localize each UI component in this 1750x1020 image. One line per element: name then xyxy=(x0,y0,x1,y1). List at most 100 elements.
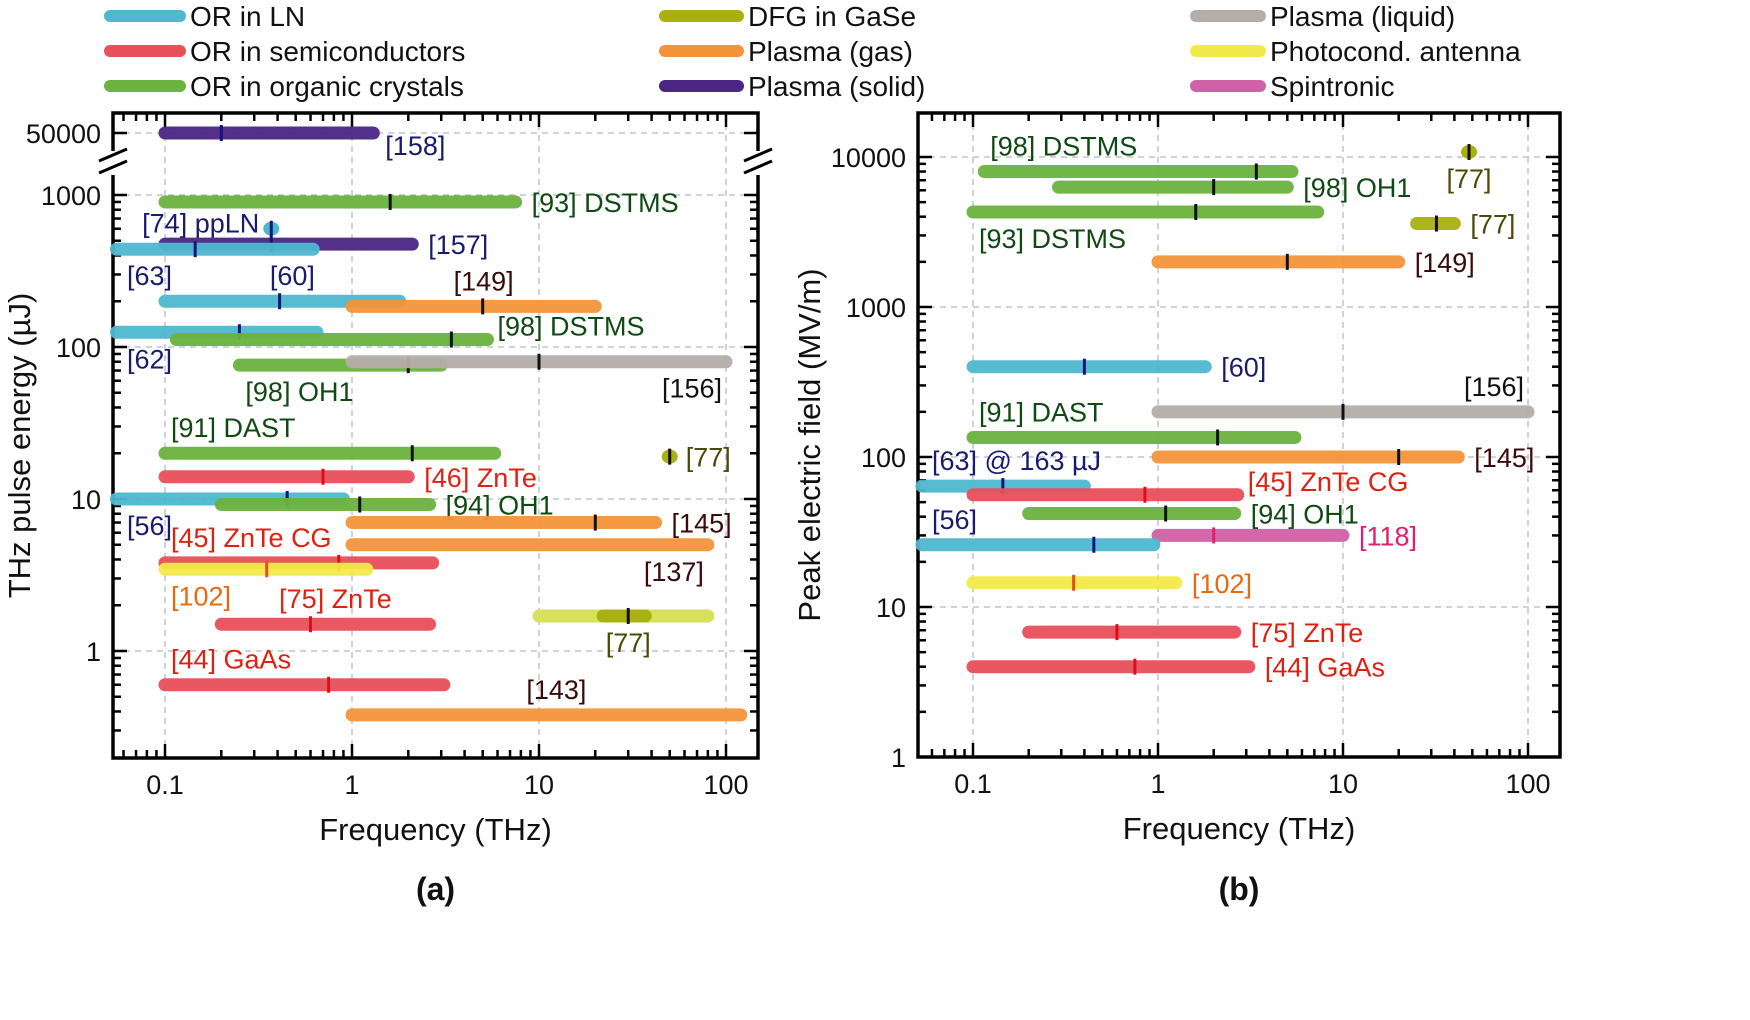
tick-labels: 0.1 1 10 100 1 10 100 1000 50000 xyxy=(26,119,749,800)
range-bar-label: [143] xyxy=(526,675,586,705)
panel-label: (b) xyxy=(1219,871,1260,907)
y-axis-title: Peak electric field (MV/m) xyxy=(792,268,827,621)
x-tick-label: 10 xyxy=(524,770,554,800)
legend-item: DFG in GaSe xyxy=(659,1,916,32)
range-bar-label: [63] xyxy=(127,261,172,291)
y-axis-title: THz pulse energy (µJ) xyxy=(2,293,37,599)
legend-label: OR in semiconductors xyxy=(190,36,465,67)
y-tick-label: 100 xyxy=(861,443,906,473)
panel-label: (a) xyxy=(416,871,455,907)
range-bar-label: [91] DAST xyxy=(979,397,1104,427)
range-bar-label: [98] DSTMS xyxy=(990,132,1137,162)
range-bar-label: [102] xyxy=(171,581,231,611)
range-bar: [44] GaAs xyxy=(966,653,1385,683)
range-bar: [149] xyxy=(1151,248,1475,278)
legend-item: Plasma (solid) xyxy=(659,71,925,102)
range-bar-label: [60] xyxy=(270,261,315,291)
legend-item: Spintronic xyxy=(1190,71,1395,102)
range-bar-label: [94] OH1 xyxy=(446,491,554,521)
range-bar-label: [77] xyxy=(1470,210,1515,240)
range-bar-label: [44] GaAs xyxy=(1265,653,1385,683)
gridlines xyxy=(113,113,758,758)
range-bar-label: [77] xyxy=(1447,164,1492,194)
range-bar-label: [45] ZnTe CG xyxy=(171,523,332,553)
range-bar: [62] xyxy=(109,324,324,374)
range-bar-label: [75] ZnTe xyxy=(279,584,392,614)
range-bar: [93] DSTMS xyxy=(966,203,1325,254)
axis-break-mark xyxy=(98,147,128,163)
range-bars: [77] [98] DSTMS [98] OH1 [93] DSTMS [77] [149… xyxy=(915,132,1535,683)
range-bar-label: [93] DSTMS xyxy=(532,188,679,218)
range-bar-label: [156] xyxy=(1464,372,1524,402)
y-tick-label: 1000 xyxy=(41,181,101,211)
legend-item: OR in organic crystals xyxy=(104,71,464,102)
range-bar: [77] xyxy=(1410,210,1515,240)
legend-label: Plasma (gas) xyxy=(748,36,913,67)
legend-label: Spintronic xyxy=(1270,71,1395,102)
range-bar: [93] DSTMS xyxy=(158,188,679,218)
range-bar: [143] xyxy=(345,675,748,722)
range-bar-label: [156] xyxy=(662,374,722,404)
range-bar-label: [102] xyxy=(1192,569,1252,599)
legend-label: Photocond. antenna xyxy=(1270,36,1521,67)
legend-label: Plasma (solid) xyxy=(748,71,925,102)
range-bar: [156] xyxy=(1151,372,1535,420)
range-bar-label: [93] DSTMS xyxy=(979,224,1126,254)
x-tick-label: 0.1 xyxy=(146,770,184,800)
x-tick-label: 100 xyxy=(1505,769,1550,799)
range-bar-label: [77] xyxy=(606,628,651,658)
range-bar-label: [60] xyxy=(1221,353,1266,383)
range-bar: [44] GaAs xyxy=(158,645,451,693)
y-tick-label: 10 xyxy=(71,485,101,515)
range-bar-label: [145] xyxy=(672,509,732,539)
range-bar-label: [98] OH1 xyxy=(245,377,353,407)
axis-break-mark xyxy=(743,147,773,163)
legend-item: Plasma (liquid) xyxy=(1190,1,1455,32)
range-bar-label: [98] OH1 xyxy=(1303,173,1411,203)
axes-frame xyxy=(916,111,1562,759)
range-bars: [158] [93] DSTMS [74] ppLN [157] [63] [60] [14… xyxy=(109,125,748,722)
y-tick-label: 1 xyxy=(86,637,101,667)
legend-label: OR in organic crystals xyxy=(190,71,464,102)
range-bar: [77] xyxy=(532,607,715,658)
range-bar: [94] OH1 xyxy=(214,491,554,521)
range-bar-label: [45] ZnTe CG xyxy=(1248,467,1409,497)
range-bar-label: [56] xyxy=(127,511,172,541)
range-bar: [156] xyxy=(345,353,733,404)
range-bar: [94] OH1 xyxy=(1022,500,1359,530)
tick-labels: 0.1 1 10 100 1 10 100 1000 10000 xyxy=(831,143,1551,799)
range-bar-label: [74] ppLN xyxy=(142,209,259,239)
range-bar-label: [62] xyxy=(127,344,172,374)
y-tick-label: 1 xyxy=(891,743,906,773)
range-bar-label: [98] DSTMS xyxy=(497,312,644,342)
range-bar-label: [77] xyxy=(686,443,731,473)
range-bar-label: [158] xyxy=(385,131,445,161)
range-bar: [137] xyxy=(345,538,715,587)
range-bar: [91] DAST xyxy=(158,413,502,462)
legend-item: OR in semiconductors xyxy=(104,36,465,67)
y-tick-label: 50000 xyxy=(26,119,101,149)
range-bar-label: [157] xyxy=(428,230,488,260)
range-bar: [74] ppLN xyxy=(142,209,280,239)
range-bar-label: [145] xyxy=(1474,443,1534,473)
range-bar: [98] OH1 xyxy=(1052,173,1411,203)
range-bar: [158] xyxy=(158,125,445,161)
legend-item: Photocond. antenna xyxy=(1190,36,1521,67)
ticks xyxy=(918,113,1560,757)
range-bar: [75] ZnTe xyxy=(1022,618,1363,648)
range-bar: [77] xyxy=(1447,143,1492,194)
range-bar-label: [149] xyxy=(454,266,514,296)
range-bar-label: [118] xyxy=(1359,521,1417,551)
x-tick-label: 1 xyxy=(344,770,359,800)
axis-frame xyxy=(916,111,1562,759)
range-bar: [98] DSTMS xyxy=(977,132,1299,180)
legend-label: Plasma (liquid) xyxy=(1270,1,1455,32)
range-bar: [46] ZnTe xyxy=(158,463,537,493)
axis-break-mark xyxy=(743,159,773,175)
range-bar-label: [56] xyxy=(932,505,977,535)
range-bar: [45] ZnTe CG xyxy=(966,467,1409,503)
range-bar: [91] DAST xyxy=(966,397,1302,446)
range-bar: [145] xyxy=(1151,443,1534,473)
x-tick-label: 100 xyxy=(703,770,748,800)
